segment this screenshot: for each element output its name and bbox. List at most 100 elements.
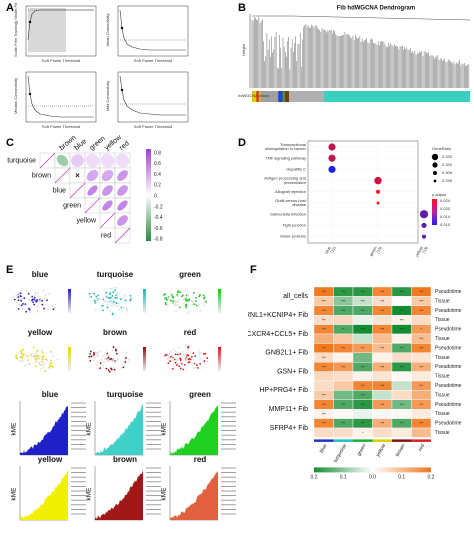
kme-ylabel: kME [11, 487, 18, 501]
corr-ellipse [117, 170, 128, 181]
heat-cell [391, 380, 412, 391]
heat-star: *** [361, 300, 366, 304]
kme-plot-blue [19, 401, 86, 456]
kme-plot-turquoise [94, 401, 161, 456]
heat-subrow-tissue: Tissue [435, 336, 450, 342]
heat-subrow-tissue: Tissue [435, 411, 450, 417]
heat-star: *** [400, 365, 405, 369]
generatio-legend-1: 0.320 [442, 162, 453, 167]
kme-ylabel: kME [161, 487, 168, 501]
heat-col-label: green [356, 443, 368, 457]
panel-label-b: B [238, 2, 246, 14]
heat-cell [372, 390, 393, 401]
panel-a-ylabel-4: Max Connectivity [105, 81, 110, 111]
heat-cell [313, 427, 334, 438]
heat-legend-bar [314, 467, 431, 473]
heat-star: *** [419, 347, 424, 351]
heat-star: *** [400, 309, 405, 313]
heat-star: *** [400, 422, 405, 426]
correlation-legend: 0.8 0.6 0.4 0.2 0 -0.2 -0.4 -0.6 -0.8 [146, 149, 163, 243]
kegg-point [328, 154, 336, 162]
heat-legend-tick: 0.1 [398, 475, 405, 481]
corr-legend-tick: -0.4 [154, 215, 163, 221]
panel-label-e: E [6, 264, 14, 276]
module-band [278, 91, 283, 102]
kegg-term-label: Graft-versus-host [275, 198, 307, 203]
heat-subrow-tissue: Tissue [435, 298, 450, 304]
heat-col-label: red [417, 443, 426, 452]
heat-legend-tick: 0.1 [340, 475, 347, 481]
panel-e: blue turquoise green yellow brown red blue kME… [11, 270, 236, 521]
heat-cell [333, 371, 354, 382]
heat-star: *** [322, 309, 327, 313]
heat-star: *** [380, 290, 385, 294]
heat-subrow-pseudotime: Pseudotime [435, 421, 462, 427]
corr-row-label-turquoise: turquoise [7, 157, 36, 164]
kegg-x-count: (13) [421, 245, 429, 254]
kegg-term-label: Transcriptional [280, 142, 306, 147]
heat-cell [391, 333, 412, 344]
panel-b-dendrogram: Fib hdWGCNA Dendrogram Height hdWGCNA co… [238, 6, 471, 102]
kegg-term-label: Salmonella infection [270, 211, 306, 216]
kegg-term-label: Allograft rejection [275, 189, 306, 194]
heat-star: *** [341, 403, 346, 407]
kme-title-yellow: yellow [38, 455, 63, 464]
heat-subrow-tissue: Tissue [435, 392, 450, 398]
module-band [284, 91, 290, 102]
kegg-term-label: Motor proteins [280, 234, 306, 239]
heat-cell [411, 408, 432, 419]
module-band [282, 91, 285, 102]
umap-yellow [14, 346, 71, 373]
heat-legend-tick: 0.0 [369, 475, 376, 481]
corr-col-label-red: red [118, 140, 130, 152]
heat-star: *** [380, 422, 385, 426]
heat-cell [372, 408, 393, 419]
heat-cell [372, 371, 393, 382]
kme-plot-yellow [19, 466, 86, 521]
heat-col-label: blue [319, 443, 329, 454]
heat-star: *** [322, 394, 327, 398]
heat-star: *** [361, 290, 366, 294]
corr-legend-tick: 0.8 [154, 150, 161, 156]
heat-star: *** [361, 328, 366, 332]
heat-star: *** [322, 422, 327, 426]
panel-a-xlabel-1: Soft Power Threshold [42, 58, 80, 63]
module-color-bar [252, 91, 470, 102]
heat-star: *** [380, 309, 385, 313]
panel-a-ylabel-3: Median Connectivity [13, 78, 18, 114]
kme-title-brown: brown [113, 455, 137, 464]
corr-ellipse [100, 153, 115, 168]
heat-star: *** [400, 403, 405, 407]
panel-a-plot-3: Median Connectivity Soft Power Threshold [13, 71, 97, 129]
corr-legend-tick: 0.2 [154, 183, 161, 189]
heat-star: *** [341, 422, 346, 426]
heat-star: *** [361, 384, 366, 388]
corr-ellipse [117, 185, 128, 196]
heat-cell [411, 352, 432, 363]
heat-cell [352, 371, 373, 382]
heat-row-group: SFRP4+ Fib [270, 425, 308, 432]
heat-star: *** [361, 403, 366, 407]
generatio-legend-0: 0.333 [442, 154, 453, 159]
module-band [258, 91, 261, 102]
heat-star: *** [341, 290, 346, 294]
heat-subrow-pseudotime: Pseudotime [435, 402, 462, 408]
umap-grid: blue turquoise green yellow brown red [13, 270, 221, 374]
padjust-legend-0: 0.024 [440, 198, 451, 203]
heat-subrow-pseudotime: Pseudotime [435, 383, 462, 389]
panel-a-xlabel-4: Soft Power Threshold [134, 124, 172, 129]
kme-title-blue: blue [42, 390, 59, 399]
corr-ellipse [86, 169, 99, 182]
dendrogram-tree [251, 15, 471, 88]
heat-star: *** [322, 412, 327, 416]
kme-title-red: red [194, 455, 207, 464]
panel-a-ylabel-1: Scale Free Topology Model Fit [13, 2, 18, 57]
kegg-point [375, 189, 381, 194]
heat-cell [352, 352, 373, 363]
kegg-legend: GeneRatio 0.333 0.320 0.306 0.295 p.adju… [431, 146, 453, 227]
heat-cell [352, 315, 373, 325]
umap-red [163, 344, 221, 371]
heat-cell [411, 427, 432, 438]
panel-b-title: Fib hdWGCNA Dendrogram [337, 6, 415, 12]
heat-star: *** [322, 318, 327, 322]
